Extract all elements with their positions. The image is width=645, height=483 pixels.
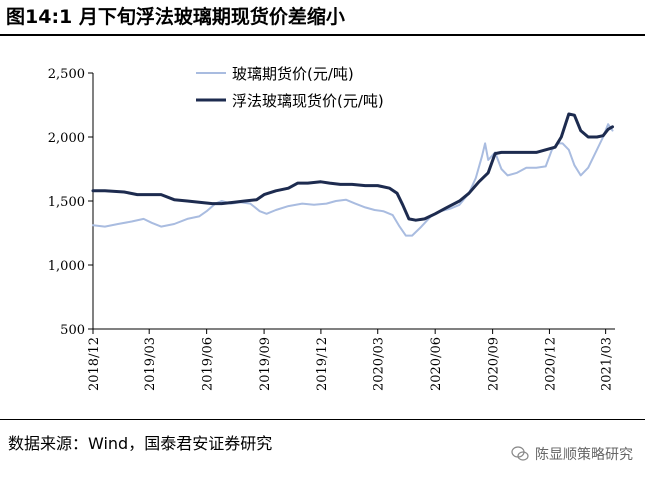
x-tick-label: 2020/09 [487, 337, 502, 391]
source-divider [0, 419, 645, 420]
x-tick-label: 2019/12 [315, 337, 330, 391]
x-tick-label: 2020/06 [429, 337, 444, 391]
y-tick-label: 1,000 [48, 259, 85, 274]
line-chart: 500 1,000 1,500 2,000 2,500 2018/12 2019/03 201… [48, 65, 615, 391]
x-tick-label: 2018/12 [87, 337, 102, 391]
x-tick-label: 2020/12 [543, 337, 558, 391]
series-line-2 [91, 112, 614, 222]
chart-legend: 玻璃期货价(元/吨) 浮法玻璃现货价(元/吨) [196, 65, 384, 110]
series-line-1 [92, 123, 614, 237]
x-tick-label: 2021/03 [600, 337, 615, 391]
legend-label-1: 玻璃期货价(元/吨) [232, 65, 354, 83]
chart-series-lines [91, 112, 614, 237]
wechat-icon [511, 446, 529, 461]
chart-axes: 500 1,000 1,500 2,000 2,500 2018/12 2019/03 201… [48, 67, 615, 391]
y-tick-label: 2,500 [48, 67, 85, 82]
title-underline [0, 34, 645, 36]
x-tick-label: 2019/03 [143, 337, 158, 391]
source-note: 数据来源：Wind，国泰君安证券研究 [8, 434, 273, 453]
y-tick-label: 500 [60, 323, 85, 338]
figure-title: 图14:1 月下旬浮法玻璃期现货价差缩小 [6, 6, 345, 28]
legend-label-2: 浮法玻璃现货价(元/吨) [232, 92, 384, 110]
y-tick-label: 2,000 [48, 131, 85, 146]
x-tick-label: 2019/09 [258, 337, 273, 391]
watermark: 陈显顺策略研究 [511, 444, 633, 464]
x-tick-label: 2019/06 [201, 337, 216, 391]
y-tick-label: 1,500 [48, 195, 85, 210]
x-tick-label: 2020/03 [372, 337, 387, 391]
watermark-text: 陈显顺策略研究 [535, 447, 633, 463]
